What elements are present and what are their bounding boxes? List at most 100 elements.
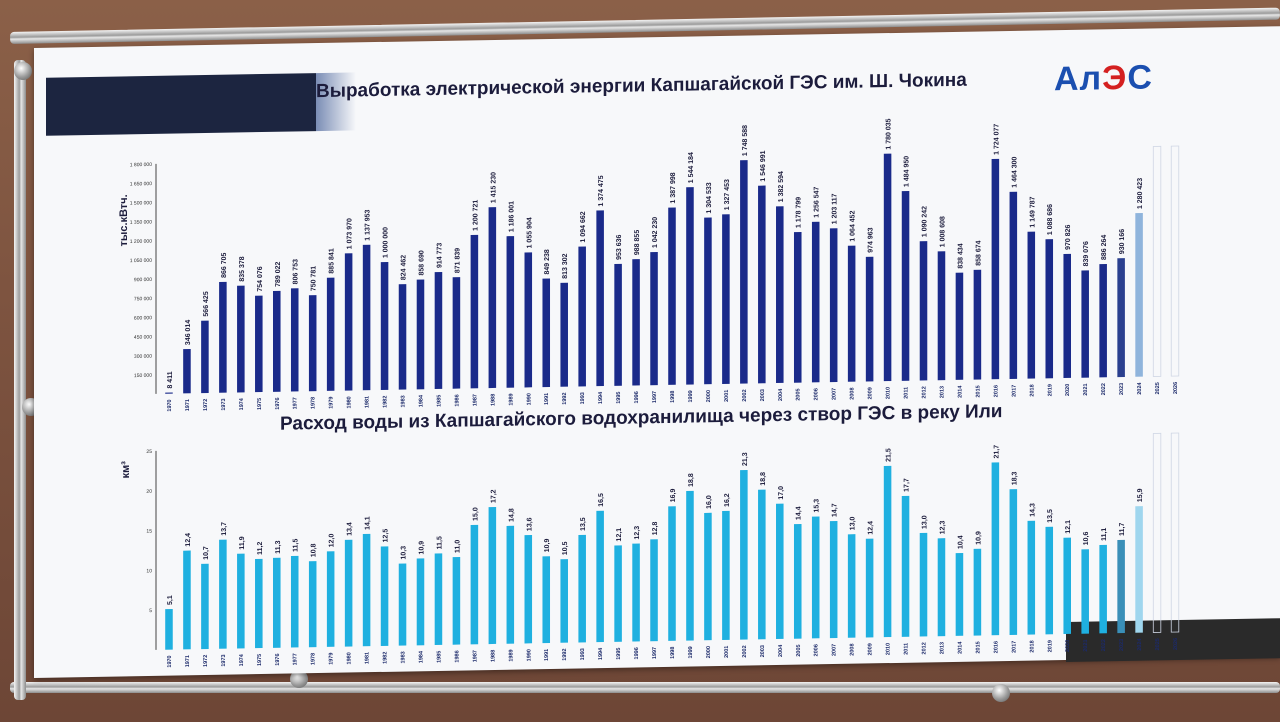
data-label: 12,4 xyxy=(868,521,875,535)
data-label: 17,2 xyxy=(490,489,497,503)
y-tick-label: 300 000 xyxy=(134,354,152,360)
data-label: 914 773 xyxy=(436,243,443,269)
bar xyxy=(470,234,479,389)
data-label: 12,4 xyxy=(185,533,192,547)
data-label: 754 076 xyxy=(257,266,264,292)
data-label: 849 238 xyxy=(544,249,551,275)
x-tick-label: 1995 xyxy=(616,391,622,403)
data-label: 10,4 xyxy=(957,535,964,549)
x-tick-label: 1984 xyxy=(418,650,424,663)
data-label: 13,0 xyxy=(850,516,857,530)
bar xyxy=(614,545,622,642)
bar xyxy=(1135,213,1143,377)
bar xyxy=(183,550,191,650)
data-label: 13,5 xyxy=(1047,509,1054,523)
data-label: 10,9 xyxy=(418,541,425,555)
x-tick-label: 2002 xyxy=(742,389,748,401)
bar xyxy=(722,510,730,640)
bar xyxy=(793,231,802,383)
bar xyxy=(919,532,928,637)
bar xyxy=(883,465,892,638)
data-label: 970 826 xyxy=(1065,224,1072,250)
bar xyxy=(362,244,371,391)
bar xyxy=(524,535,533,644)
x-tick-label: 1974 xyxy=(239,653,245,666)
bar xyxy=(973,269,982,380)
data-label: 1 748 588 xyxy=(742,125,749,156)
x-tick-label: 2025 xyxy=(1155,382,1161,394)
y-tick-label: 20 xyxy=(146,489,152,495)
x-tick-label: 1984 xyxy=(418,394,424,407)
y-tick-label: 1 200 000 xyxy=(130,239,152,245)
bar xyxy=(1045,526,1054,635)
x-tick-label: 2013 xyxy=(939,386,945,398)
x-tick-label: 2016 xyxy=(993,641,999,653)
data-label: 13,4 xyxy=(347,522,354,536)
x-tick-label: 1974 xyxy=(239,397,245,410)
x-tick-label: 1987 xyxy=(472,394,478,406)
x-tick-label: 2012 xyxy=(922,386,928,398)
bar xyxy=(290,555,299,648)
bar xyxy=(740,469,748,640)
x-tick-label: 1971 xyxy=(185,655,191,667)
bar xyxy=(255,558,263,649)
x-tick-label: 1973 xyxy=(221,398,227,410)
x-tick-label: 2018 xyxy=(1029,640,1035,652)
x-tick-label: 2000 xyxy=(706,646,712,658)
data-label: 346 014 xyxy=(185,320,192,346)
data-label: 14,8 xyxy=(508,508,515,522)
bar xyxy=(937,251,946,381)
y-tick-label: 10 xyxy=(146,568,152,574)
x-tick-label: 1994 xyxy=(598,391,604,404)
bar xyxy=(1099,544,1107,634)
data-label: 1 464 300 xyxy=(1011,156,1018,187)
x-tick-label: 2023 xyxy=(1119,639,1125,651)
x-tick-label: 2017 xyxy=(1011,641,1017,653)
bar xyxy=(308,295,317,392)
data-label: 1 064 452 xyxy=(850,210,857,241)
data-label: 750 781 xyxy=(311,266,318,292)
y-tick-label: 1 800 000 xyxy=(130,162,152,168)
bar xyxy=(758,185,766,384)
data-label: 1 415 230 xyxy=(490,172,497,203)
x-tick-label: 2003 xyxy=(760,389,766,401)
bar xyxy=(560,559,568,643)
bar xyxy=(668,506,676,641)
data-label: 18,8 xyxy=(760,472,767,486)
x-tick-label: 1987 xyxy=(472,650,478,662)
x-tick-label: 1980 xyxy=(347,652,353,664)
bar xyxy=(560,282,568,387)
bar xyxy=(668,207,676,385)
bar xyxy=(398,563,407,646)
data-label: 1 094 662 xyxy=(580,211,587,242)
data-label: 18,3 xyxy=(1011,471,1018,485)
bar xyxy=(237,553,245,649)
x-tick-label: 2003 xyxy=(760,645,766,657)
bar xyxy=(434,271,443,390)
left-rail xyxy=(14,60,26,700)
x-tick-label: 2017 xyxy=(1011,385,1017,397)
data-label: 11,5 xyxy=(436,536,443,549)
data-label: 789 022 xyxy=(275,261,282,287)
bar xyxy=(237,285,245,393)
data-label: 12,3 xyxy=(939,520,946,534)
data-label: 1 280 423 xyxy=(1137,178,1144,209)
x-tick-label: 1998 xyxy=(670,647,676,659)
data-label: 11,0 xyxy=(454,540,461,553)
x-tick-label: 1978 xyxy=(311,397,317,409)
x-tick-label: 1985 xyxy=(436,395,442,407)
bar xyxy=(219,539,227,649)
data-label: 17,0 xyxy=(778,486,785,500)
bar xyxy=(776,503,784,640)
x-tick-label: 1990 xyxy=(526,393,532,405)
x-tick-label: 1973 xyxy=(221,654,227,666)
x-tick-label: 2010 xyxy=(886,643,892,655)
x-tick-label: 2001 xyxy=(724,390,730,402)
bar xyxy=(686,490,694,641)
x-tick-label: 2014 xyxy=(957,641,963,654)
data-label: 11,2 xyxy=(257,541,264,554)
x-tick-label: 1975 xyxy=(257,398,263,410)
bar xyxy=(865,538,874,638)
bar xyxy=(578,534,586,643)
x-tick-label: 2019 xyxy=(1047,384,1053,396)
